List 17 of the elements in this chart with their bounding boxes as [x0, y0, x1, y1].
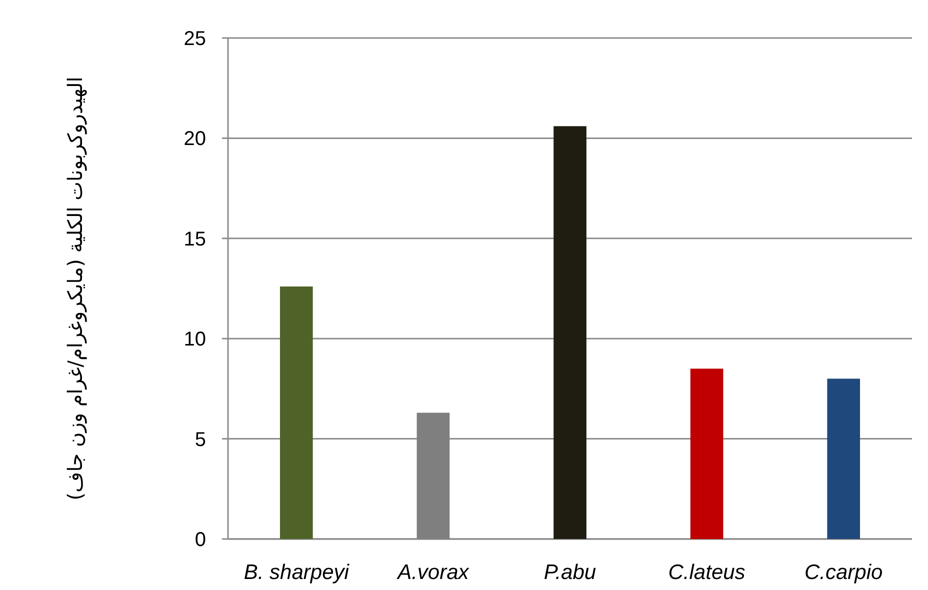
y-tick-label: 20	[184, 128, 206, 150]
bar	[280, 286, 313, 539]
y-tick-label: 5	[194, 428, 206, 451]
x-tick-label: P.abu	[544, 561, 596, 584]
y-axis-title: الهيدروكربونات الكلية (مايكروغرام/غرام وزن جاف)	[63, 76, 87, 500]
x-tick-label: B. sharpeyi	[244, 561, 350, 584]
y-tick-label: 15	[184, 228, 206, 250]
x-tick-label: C.carpio	[804, 561, 884, 584]
x-tick-label: C.lateus	[668, 561, 746, 584]
x-tick-label: A.vorax	[396, 561, 470, 584]
bar	[827, 378, 860, 539]
bar	[554, 126, 586, 539]
bar	[690, 368, 724, 539]
y-tick-label: 0	[194, 529, 206, 551]
bar	[416, 412, 450, 539]
y-tick-label: 25	[184, 28, 206, 50]
y-tick-label: 10	[184, 328, 206, 351]
